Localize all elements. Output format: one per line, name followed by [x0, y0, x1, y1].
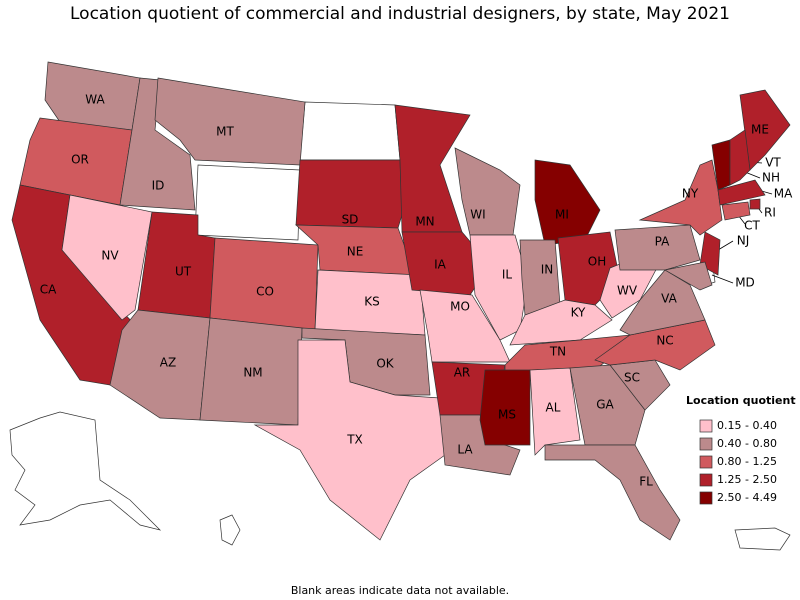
state-label: MO	[450, 300, 470, 314]
state-shape	[454, 147, 521, 236]
state-label: SC	[624, 371, 640, 385]
leader-line	[717, 240, 734, 251]
state-label: WV	[617, 284, 638, 298]
state-shape	[519, 239, 561, 316]
state-shape	[544, 444, 681, 541]
state-label: WA	[85, 93, 105, 107]
state-label: CT	[744, 219, 760, 233]
state-label: OK	[376, 357, 394, 371]
state-label: TN	[549, 345, 566, 359]
state-label: AL	[546, 401, 561, 415]
state-shape	[295, 159, 403, 229]
state-shape	[619, 269, 706, 336]
state-label: ID	[152, 179, 165, 193]
state-label: NM	[243, 366, 262, 380]
legend-label: 0.15 - 0.40	[717, 419, 777, 432]
legend: 0.15 - 0.40 0.40 - 0.80 0.80 - 1.25 1.25 - …	[699, 419, 777, 505]
state-shape	[534, 159, 601, 246]
legend-swatch	[699, 473, 713, 487]
legend-label: 1.25 - 2.50	[717, 473, 777, 486]
state-label: KS	[364, 295, 380, 309]
legend-title: Location quotient	[686, 394, 796, 407]
blank-state	[194, 164, 301, 241]
state-label: UT	[175, 265, 192, 279]
state-label: NJ	[737, 234, 750, 248]
state-shape	[154, 77, 306, 166]
state-label: NV	[101, 249, 119, 263]
states	[11, 61, 791, 541]
state-label: VT	[765, 156, 781, 170]
blank-state	[734, 527, 791, 551]
state-label: MI	[555, 208, 569, 222]
legend-label: 0.80 - 1.25	[717, 455, 777, 468]
state-label: NE	[347, 245, 364, 259]
legend-label: 2.50 - 4.49	[717, 491, 777, 504]
state-label: PA	[655, 235, 670, 249]
state-label: KY	[571, 306, 586, 320]
state-label: NY	[682, 187, 699, 201]
state-label: AZ	[160, 356, 176, 370]
state-label: IN	[541, 263, 554, 277]
blank-areas	[9, 101, 791, 551]
state-label: GA	[596, 398, 614, 412]
state-label: OR	[71, 153, 89, 167]
state-label: NC	[656, 334, 673, 348]
state-label: NH	[762, 171, 780, 185]
state-shape	[729, 129, 751, 186]
state-label: CA	[40, 283, 57, 297]
state-label: MS	[498, 408, 516, 422]
state-label: FL	[639, 475, 653, 489]
state-shape	[721, 201, 751, 221]
state-label: MN	[415, 215, 434, 229]
legend-swatch	[699, 419, 713, 433]
state-shape	[61, 194, 153, 321]
state-label: IA	[434, 258, 447, 272]
legend-label: 0.40 - 0.80	[717, 437, 777, 450]
state-shape	[479, 369, 531, 446]
state-shape	[717, 179, 766, 206]
state-shape	[529, 367, 581, 456]
state-label: MT	[216, 125, 234, 139]
legend-swatch	[699, 455, 713, 469]
state-label: MA	[774, 187, 793, 201]
state-shape	[569, 364, 646, 446]
blank-state	[9, 411, 162, 531]
state-label: OH	[588, 255, 606, 269]
state-label: ME	[751, 123, 769, 137]
state-label: AR	[454, 366, 471, 380]
legend-swatch	[699, 437, 713, 451]
state-label: VA	[661, 292, 677, 306]
state-label: WI	[470, 208, 485, 222]
state-labels: WA OR CA NV ID MT UT CO AZ NM SD NE KS OK TX MN IA MO WI IL…	[40, 93, 793, 489]
state-shape	[614, 224, 701, 271]
state-label: RI	[764, 206, 776, 220]
leader-line	[711, 274, 734, 284]
state-shape	[749, 198, 761, 210]
footnote: Blank areas indicate data not available.	[291, 584, 509, 597]
state-label: MD	[735, 276, 755, 290]
state-label: CO	[256, 285, 274, 299]
blank-state	[219, 514, 241, 546]
map-title: Location quotient of commercial and indu…	[70, 4, 730, 24]
blank-state	[299, 101, 401, 161]
state-label: IL	[502, 268, 513, 282]
state-shape	[253, 339, 446, 541]
state-label: SD	[342, 213, 359, 227]
state-label: LA	[457, 443, 473, 457]
state-label: TX	[346, 433, 363, 447]
legend-swatch	[699, 491, 713, 505]
state-shape	[439, 414, 521, 476]
state-shape	[664, 261, 713, 291]
